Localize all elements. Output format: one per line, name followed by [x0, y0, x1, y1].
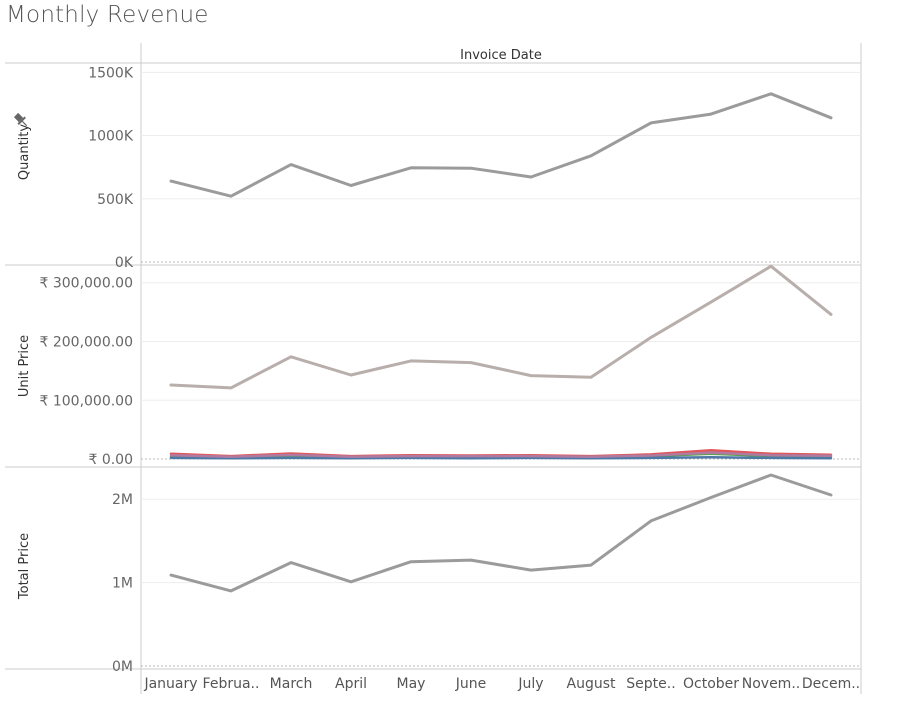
y-tick-label: 500K — [97, 192, 134, 208]
series-line — [169, 264, 833, 390]
y-tick-label: ₹ 300,000.00 — [39, 276, 133, 292]
x-tick-label: Septe.. — [626, 676, 675, 692]
chart-title: Monthly Revenue — [6, 2, 209, 28]
x-tick-label: July — [517, 676, 543, 692]
y-tick-label: 0M — [112, 659, 133, 675]
chart-frame — [5, 43, 862, 694]
x-tick-label: Novem.. — [742, 676, 800, 692]
pin-icon — [13, 112, 28, 127]
x-tick-label: Februa.. — [203, 676, 260, 692]
x-tick-label: August — [567, 676, 617, 692]
x-tick-label: May — [397, 676, 426, 692]
pin-head — [13, 112, 24, 123]
y-tick-label: ₹ 100,000.00 — [39, 393, 133, 409]
x-tick-label: Decem.. — [802, 676, 860, 692]
y-tick-label: 1500K — [88, 65, 134, 81]
series-line — [169, 473, 833, 593]
x-tick-label: January — [143, 676, 197, 692]
y-axis-label: Unit Price — [17, 335, 32, 397]
y-tick-label: 2M — [112, 492, 133, 508]
series-line — [169, 456, 833, 460]
y-tick-label: ₹ 200,000.00 — [39, 334, 133, 350]
series-lines — [169, 92, 833, 593]
series-line — [169, 92, 833, 198]
y-tick-label: 0K — [115, 255, 134, 271]
series-line — [169, 451, 833, 458]
x-tick-label: October — [683, 676, 739, 692]
y-axis-label: Total Price — [17, 533, 32, 600]
y-tick-label: 1M — [112, 576, 133, 592]
y-tick-label: ₹ 0.00 — [88, 452, 133, 468]
y-axis-label: Quantity — [17, 124, 32, 180]
axis-ticks: 0K 500K 1000K 1500K Quantity ₹ 0.00 ₹ 100,000.… — [13, 65, 860, 692]
pin-base — [17, 116, 26, 125]
x-tick-label: March — [270, 676, 313, 692]
y-tick-label: 1000K — [88, 129, 134, 145]
x-tick-label: June — [455, 676, 487, 692]
column-header: Invoice Date — [460, 48, 542, 63]
x-tick-label: April — [335, 676, 367, 692]
pin-needle — [21, 120, 28, 127]
